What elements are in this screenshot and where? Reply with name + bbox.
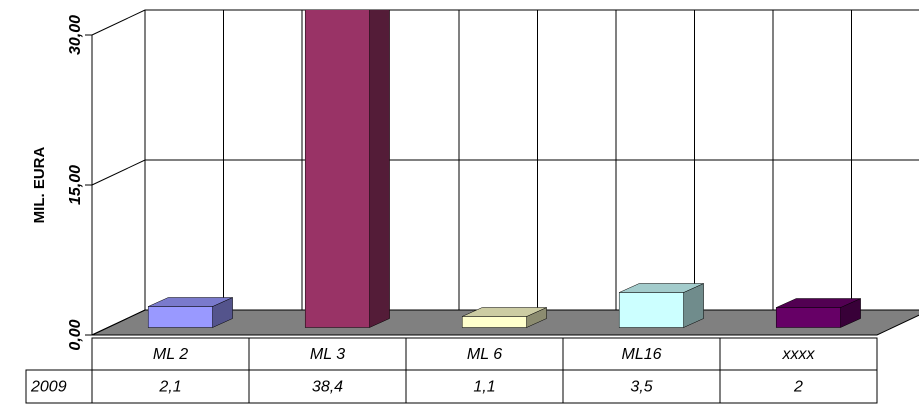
table-frame xyxy=(25,369,878,404)
grid-line xyxy=(91,159,919,186)
walls: 0,00 15,00 30,00 xyxy=(67,9,919,351)
bar xyxy=(304,10,390,328)
table-value: 3,5 xyxy=(630,379,652,396)
bar xyxy=(147,297,233,328)
x-tick-label: ML16 xyxy=(621,346,661,363)
legend-label: 2009 xyxy=(30,379,67,396)
data-table: 2009 ML 2 2,1 ML 3 38,4 ML 6 1,1 ML16 3,5 xxxx 2 xyxy=(25,337,878,404)
y-tick-label: 30,00 xyxy=(67,15,84,55)
bar-front xyxy=(618,292,684,328)
x-tick-label: ML 3 xyxy=(310,346,345,363)
x-tick-label: ML 6 xyxy=(467,346,502,363)
y-tick-label: 0,00 xyxy=(67,319,84,350)
bar-front xyxy=(461,316,527,328)
y-tick-label: 15,00 xyxy=(67,165,84,205)
table-value: 38,4 xyxy=(312,379,343,396)
grid-line xyxy=(91,9,919,36)
bar-side xyxy=(369,10,390,328)
bar-front xyxy=(304,10,370,328)
x-tick-label: ML 2 xyxy=(153,346,188,363)
bars xyxy=(147,10,861,328)
bar-front xyxy=(775,307,841,328)
y-axis-label: MIL. EURA xyxy=(31,147,48,224)
bar xyxy=(618,283,704,328)
bar xyxy=(461,307,547,328)
table-value: 2 xyxy=(793,379,803,396)
table-value: 1,1 xyxy=(473,379,495,396)
table-value: 2,1 xyxy=(158,379,181,396)
bar xyxy=(775,298,861,328)
x-tick-label: xxxx xyxy=(782,346,816,363)
bar-front xyxy=(147,306,213,328)
